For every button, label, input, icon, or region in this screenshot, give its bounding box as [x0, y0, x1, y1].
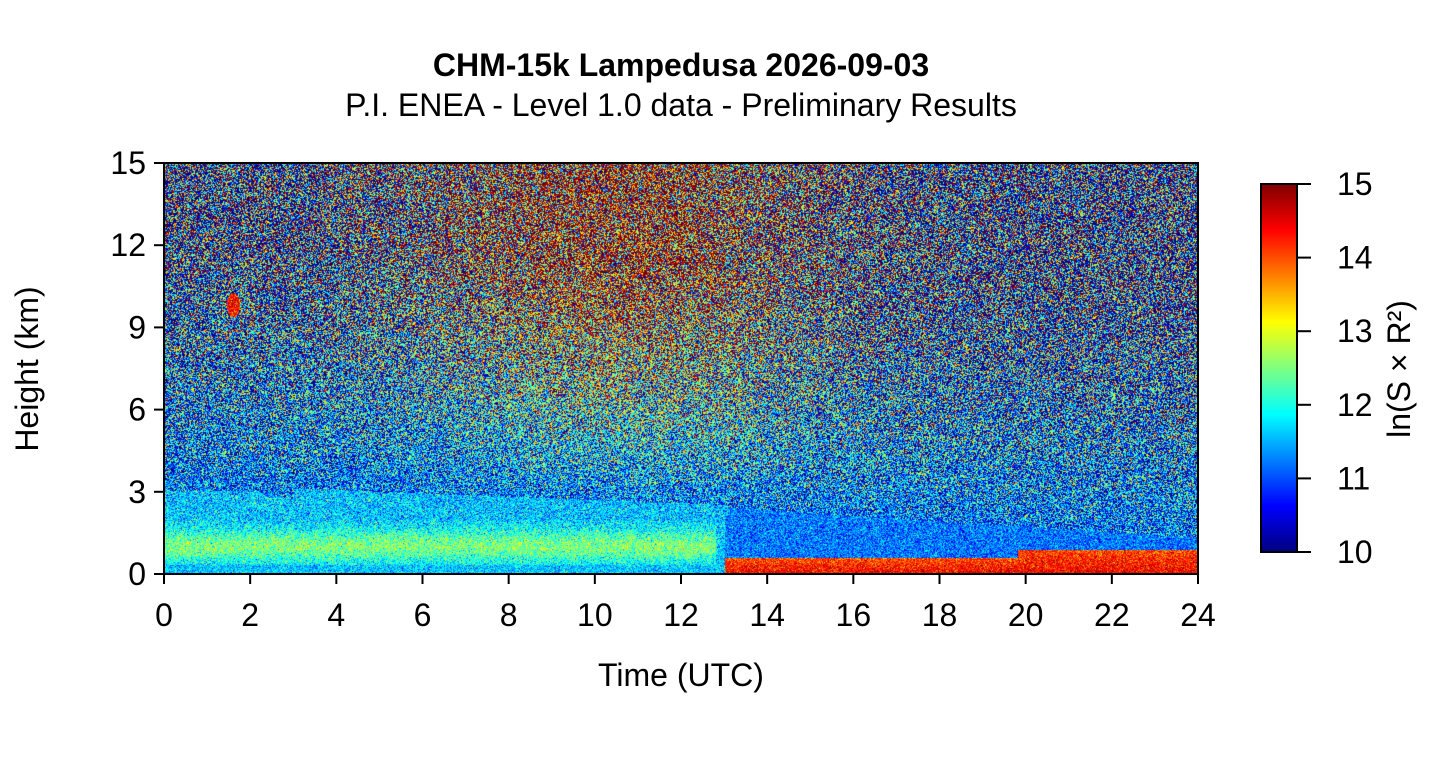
colorbar-label: ln(S × R²) [1381, 300, 1417, 438]
x-tick-label: 4 [327, 597, 345, 633]
x-tick-label: 0 [155, 597, 173, 633]
chart-title: CHM-15k Lampedusa 2026-09-03 [433, 47, 929, 83]
x-tick-label: 18 [922, 597, 958, 633]
x-tick-label: 6 [414, 597, 432, 633]
x-tick-label: 12 [663, 597, 699, 633]
colorbar-tick-label: 12 [1337, 387, 1373, 423]
x-tick-label: 8 [500, 597, 518, 633]
heatmap-raster [164, 163, 1198, 574]
y-axis: 0 3 6 9 12 15 [110, 145, 165, 592]
y-axis-label: Height (km) [9, 286, 45, 451]
x-tick-label: 22 [1094, 597, 1130, 633]
colorbar-gradient [1260, 183, 1298, 553]
colorbar-tick-label: 15 [1337, 166, 1373, 202]
colorbar-tick-label: 14 [1337, 240, 1373, 276]
chart-subtitle: P.I. ENEA - Level 1.0 data - Preliminary… [345, 87, 1017, 123]
y-tick-label: 9 [128, 309, 146, 345]
colorbar-tick-label: 13 [1337, 313, 1373, 349]
x-tick-label: 2 [241, 597, 259, 633]
x-axis-label: Time (UTC) [598, 657, 764, 693]
x-tick-label: 20 [1008, 597, 1044, 633]
colorbar-tick-label: 11 [1337, 460, 1370, 496]
heatmap-raster-container [164, 163, 1198, 574]
x-tick-label: 14 [749, 597, 785, 633]
y-tick-label: 15 [110, 145, 146, 181]
y-tick-label: 3 [128, 474, 146, 510]
colorbar-ticks: 10 11 12 13 14 15 [1297, 166, 1373, 570]
colorbar: 10 11 12 13 14 15 ln(S × R²) [1260, 166, 1417, 570]
y-tick-label: 6 [128, 392, 146, 428]
y-tick-label: 0 [128, 556, 146, 592]
colorbar-tick-label: 10 [1337, 534, 1373, 570]
x-tick-label: 24 [1180, 597, 1216, 633]
y-tick-label: 12 [110, 227, 146, 263]
x-tick-label: 16 [836, 597, 872, 633]
x-axis: 0 2 4 6 8 10 12 14 16 18 20 22 24 [155, 573, 1216, 633]
x-tick-label: 10 [577, 597, 613, 633]
